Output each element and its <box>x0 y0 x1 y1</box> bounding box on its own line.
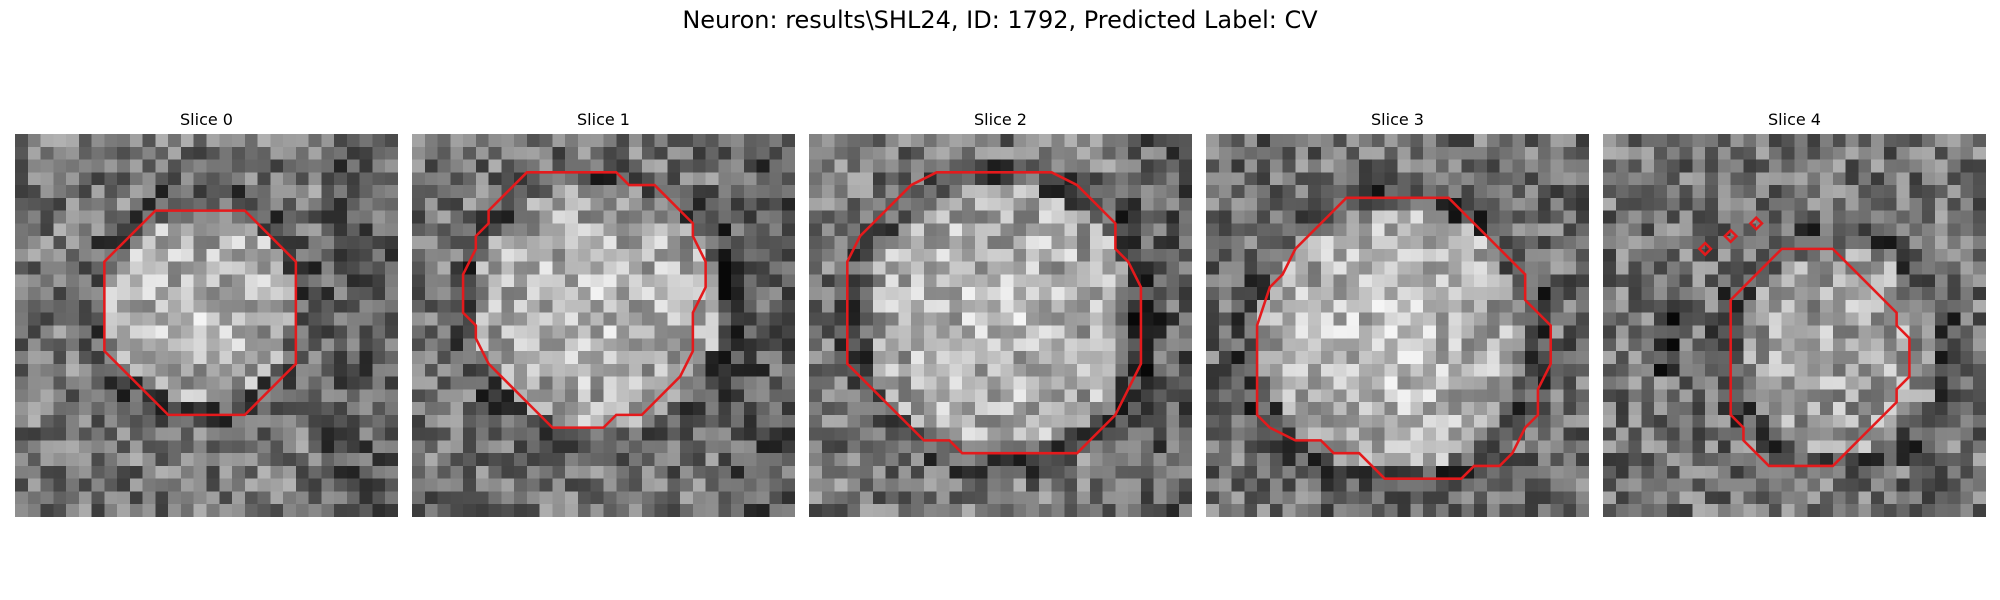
slice-title-0: Slice 0 <box>180 110 233 129</box>
slice-panel-3: Slice 3 <box>1206 108 1589 517</box>
slice-image-1 <box>412 134 795 517</box>
slice-image-4 <box>1603 134 1986 517</box>
slice-title-4: Slice 4 <box>1768 110 1821 129</box>
slice-title-1: Slice 1 <box>577 110 630 129</box>
slice-title-3: Slice 3 <box>1371 110 1424 129</box>
slice-image-0 <box>15 134 398 517</box>
slice-panel-1: Slice 1 <box>412 108 795 517</box>
neuron-contour <box>1255 196 1552 480</box>
slice-panel-0: Slice 0 <box>15 108 398 517</box>
slice-image-2 <box>809 134 1192 517</box>
neuron-contour <box>1729 247 1911 468</box>
neuron-contour <box>103 209 298 417</box>
contour-fragment-0 <box>1697 241 1713 257</box>
slice-title-2: Slice 2 <box>974 110 1027 129</box>
slice-panel-2: Slice 2 <box>809 108 1192 517</box>
slice-panel-4: Slice 4 <box>1603 108 1986 517</box>
contour-fragment-2 <box>1748 215 1764 231</box>
contour-fragment-1 <box>1723 228 1739 244</box>
figure-title: Neuron: results\SHL24, ID: 1792, Predict… <box>682 6 1318 34</box>
neuron-contour <box>846 171 1143 455</box>
neuron-contour <box>461 171 707 429</box>
slice-image-3 <box>1206 134 1589 517</box>
